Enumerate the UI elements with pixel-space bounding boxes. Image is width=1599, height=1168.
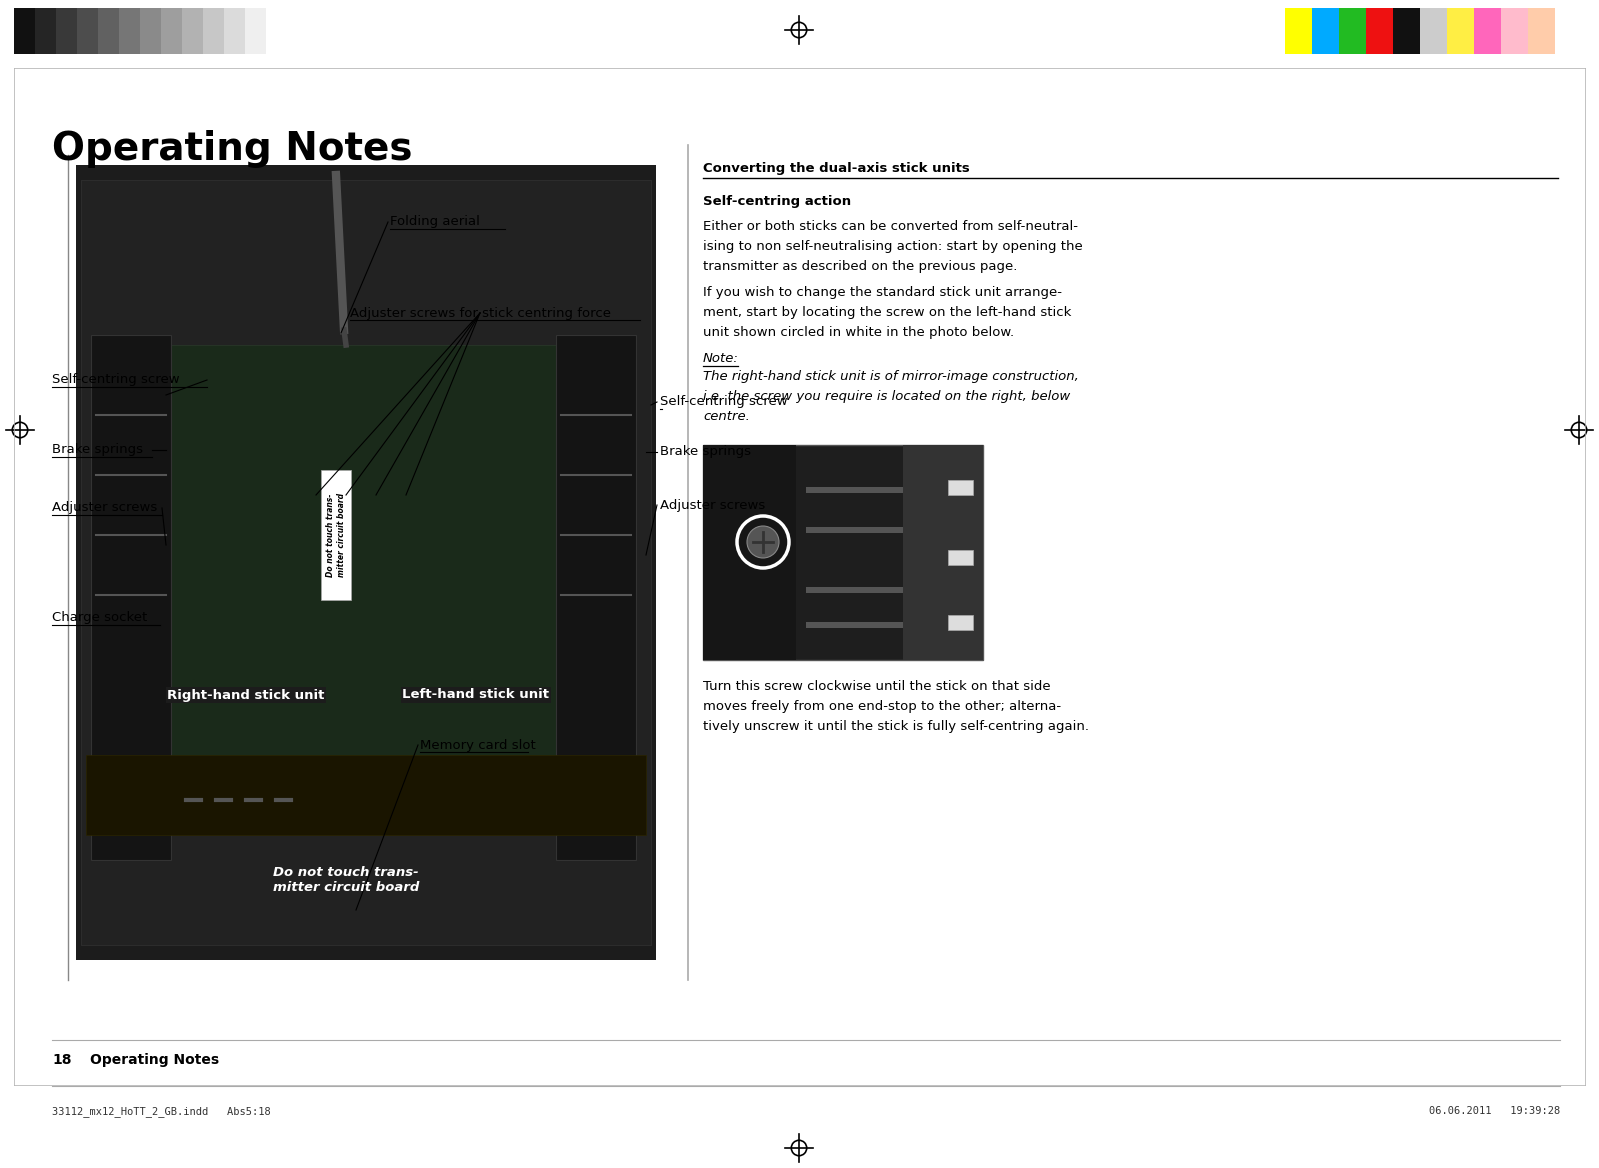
Bar <box>704 445 983 660</box>
Text: Brake springs: Brake springs <box>53 444 142 457</box>
Bar <box>948 616 974 630</box>
Text: Self-centring screw: Self-centring screw <box>53 374 179 387</box>
Bar <box>806 588 966 593</box>
Bar <box>77 165 656 960</box>
Text: Self-centring action: Self-centring action <box>704 195 851 208</box>
Bar <box>56 8 77 54</box>
Bar <box>903 445 983 660</box>
Text: Charge socket: Charge socket <box>53 612 147 625</box>
Text: moves freely from one end-stop to the other; alterna-: moves freely from one end-stop to the ot… <box>704 700 1062 712</box>
Bar <box>77 8 98 54</box>
Bar <box>98 8 118 54</box>
Text: i.e. the screw you require is located on the right, below: i.e. the screw you require is located on… <box>704 390 1070 403</box>
Text: unit shown circled in white in the photo below.: unit shown circled in white in the photo… <box>704 326 1014 339</box>
Bar <box>321 470 352 600</box>
Bar <box>141 8 161 54</box>
Bar <box>161 8 182 54</box>
Text: ment, start by locating the screw on the left-hand stick: ment, start by locating the screw on the… <box>704 306 1071 319</box>
Bar <box>1393 8 1420 54</box>
Text: Adjuster screws: Adjuster screws <box>660 499 766 512</box>
Text: Do not touch trans-
mitter circuit board: Do not touch trans- mitter circuit board <box>326 493 345 577</box>
Bar <box>182 8 203 54</box>
Text: Adjuster screws: Adjuster screws <box>53 501 157 514</box>
Text: Turn this screw clockwise until the stick on that side: Turn this screw clockwise until the stic… <box>704 680 1051 693</box>
Text: If you wish to change the standard stick unit arrange-: If you wish to change the standard stick… <box>704 286 1062 299</box>
Text: Operating Notes: Operating Notes <box>90 1054 219 1068</box>
Text: Brake springs: Brake springs <box>660 445 752 459</box>
Bar <box>948 550 974 565</box>
Text: Either or both sticks can be converted from self-neutral-: Either or both sticks can be converted f… <box>704 220 1078 232</box>
Bar <box>948 480 974 495</box>
Bar <box>166 345 601 830</box>
Text: Folding aerial: Folding aerial <box>390 216 480 229</box>
Text: Converting the dual-axis stick units: Converting the dual-axis stick units <box>704 162 969 175</box>
Text: ising to non self-neutralising action: start by opening the: ising to non self-neutralising action: s… <box>704 239 1083 253</box>
Bar <box>1447 8 1474 54</box>
Bar <box>82 180 651 945</box>
Text: Right-hand stick unit: Right-hand stick unit <box>168 688 325 702</box>
Text: Self-centring screw: Self-centring screw <box>660 396 788 409</box>
Text: Note:: Note: <box>704 352 739 364</box>
Text: Operating Notes: Operating Notes <box>53 130 413 168</box>
Text: centre.: centre. <box>704 410 750 423</box>
Text: tively unscrew it until the stick is fully self-centring again.: tively unscrew it until the stick is ful… <box>704 719 1089 734</box>
Bar <box>86 755 646 835</box>
Bar <box>203 8 224 54</box>
Text: Left-hand stick unit: Left-hand stick unit <box>403 688 550 702</box>
Circle shape <box>747 526 779 558</box>
Bar <box>1474 8 1501 54</box>
Bar <box>1501 8 1529 54</box>
Bar <box>806 487 966 493</box>
Text: transmitter as described on the previous page.: transmitter as described on the previous… <box>704 260 1017 273</box>
Bar <box>806 527 966 533</box>
Text: The right-hand stick unit is of mirror-image construction,: The right-hand stick unit is of mirror-i… <box>704 370 1079 383</box>
Text: Do not touch trans-
mitter circuit board: Do not touch trans- mitter circuit board <box>273 865 419 894</box>
Text: Adjuster screws for stick centring force: Adjuster screws for stick centring force <box>350 306 611 320</box>
Bar <box>14 8 35 54</box>
Bar <box>1338 8 1366 54</box>
Bar <box>224 8 245 54</box>
Bar <box>1313 8 1338 54</box>
Text: 06.06.2011   19:39:28: 06.06.2011 19:39:28 <box>1430 1106 1561 1115</box>
Bar <box>245 8 265 54</box>
Bar <box>1420 8 1447 54</box>
Text: 33112_mx12_HoTT_2_GB.indd   Abs5:18: 33112_mx12_HoTT_2_GB.indd Abs5:18 <box>53 1106 270 1117</box>
Bar <box>91 335 171 860</box>
Bar <box>118 8 141 54</box>
Bar <box>556 335 636 860</box>
Bar <box>1366 8 1393 54</box>
Text: 18: 18 <box>53 1054 72 1068</box>
Text: Memory card slot: Memory card slot <box>421 738 536 751</box>
Bar <box>704 445 796 660</box>
Bar <box>35 8 56 54</box>
Bar <box>806 623 966 628</box>
Bar <box>1286 8 1313 54</box>
Bar <box>1529 8 1554 54</box>
